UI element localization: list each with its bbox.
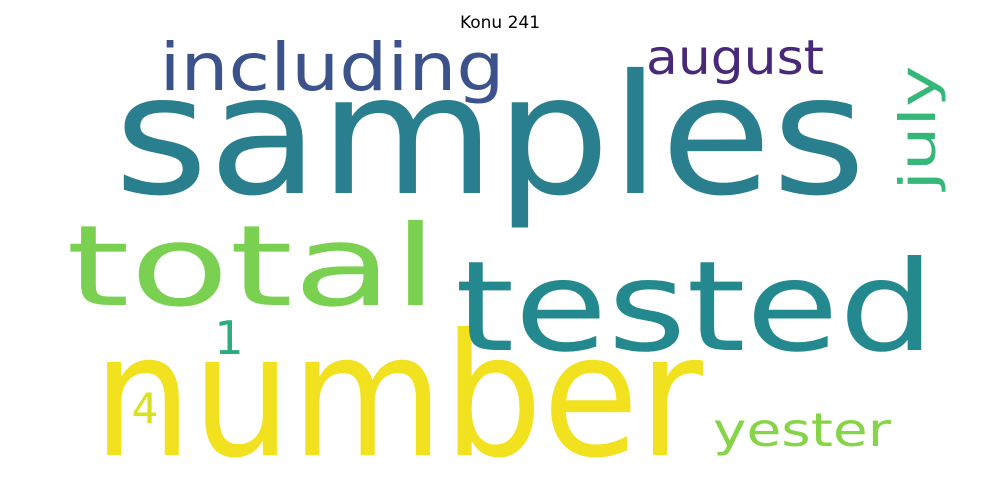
word-july: july bbox=[889, 66, 947, 192]
word-august: august bbox=[646, 30, 824, 86]
word-yester: yester bbox=[713, 403, 891, 457]
word-tested: tested bbox=[455, 235, 935, 380]
word-number: number bbox=[93, 298, 703, 496]
word-1: 1 bbox=[214, 311, 243, 365]
word-total: total bbox=[66, 202, 438, 332]
word-4: 4 bbox=[132, 384, 159, 433]
word-samples: samples bbox=[114, 40, 866, 233]
chart-title: Konu 241 bbox=[459, 13, 541, 33]
word-including: including bbox=[160, 29, 505, 106]
